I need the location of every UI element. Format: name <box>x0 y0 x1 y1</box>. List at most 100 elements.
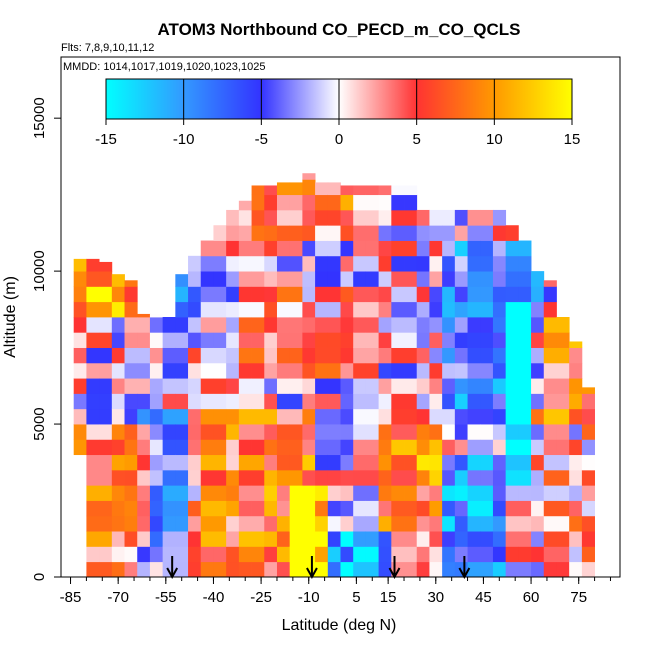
heatmap-cell <box>543 485 557 501</box>
heatmap-cell <box>429 393 443 410</box>
heatmap-cell <box>162 408 176 425</box>
heatmap-cell <box>238 408 252 425</box>
heatmap-cell <box>315 546 329 563</box>
heatmap-cell <box>73 258 87 272</box>
heatmap-cell <box>404 194 418 211</box>
heatmap-cell <box>416 531 430 547</box>
heatmap-cell <box>353 378 367 394</box>
heatmap-cell <box>162 485 176 501</box>
heatmap-cell <box>391 408 405 425</box>
heatmap-cell <box>238 424 252 440</box>
chart-subtitle-dates: MMDD: 1014,1017,1019,1020,1023,1025 <box>63 61 265 73</box>
heatmap-cell <box>556 546 570 563</box>
colorbar-tick-label: 0 <box>335 131 343 148</box>
heatmap-cell <box>86 561 100 578</box>
heatmap-cell <box>188 515 202 532</box>
heatmap-cell <box>264 485 278 501</box>
heatmap-cell <box>175 439 189 456</box>
heatmap-cell <box>302 408 316 425</box>
heatmap-cell <box>543 286 557 303</box>
heatmap-cell <box>327 362 341 379</box>
heatmap-cell <box>149 561 164 578</box>
heatmap-cell <box>276 454 291 471</box>
heatmap-cell <box>391 301 405 318</box>
heatmap-cell <box>505 469 519 486</box>
heatmap-cell <box>569 362 583 379</box>
heatmap-cell <box>264 439 278 456</box>
heatmap-cell <box>137 313 151 318</box>
heatmap-cell <box>276 301 291 318</box>
heatmap-cell <box>492 515 507 532</box>
heatmap-cell <box>429 561 443 578</box>
heatmap-cell <box>492 362 507 379</box>
y-tick-label: 15000 <box>31 97 48 139</box>
heatmap-cell <box>289 531 303 547</box>
heatmap-cell <box>467 255 481 272</box>
heatmap-cell <box>289 271 303 287</box>
heatmap-cell <box>315 515 329 532</box>
heatmap-cell <box>340 225 354 241</box>
heatmap-cell <box>213 240 227 257</box>
heatmap-cell <box>543 454 557 471</box>
heatmap-cell <box>302 454 316 471</box>
heatmap-cell <box>340 424 354 440</box>
heatmap-cell <box>264 301 278 318</box>
x-tick-label: 30 <box>427 589 444 606</box>
colorbar-tick-label: -10 <box>173 131 195 148</box>
heatmap-cell <box>200 301 214 318</box>
heatmap-cell <box>442 393 456 410</box>
heatmap-cell <box>264 225 278 241</box>
heatmap-cell <box>353 194 367 211</box>
heatmap-cell <box>480 378 494 394</box>
colorbar-tick-label: -15 <box>95 131 117 148</box>
heatmap-cell <box>442 424 456 440</box>
heatmap-cell <box>353 301 367 318</box>
heatmap-cell <box>404 347 418 364</box>
heatmap-cell <box>289 546 303 563</box>
heatmap-cell <box>340 393 354 410</box>
heatmap-cell <box>213 515 227 532</box>
heatmap-cell <box>543 439 557 456</box>
heatmap-cell <box>569 485 583 501</box>
heatmap-cell <box>429 347 443 364</box>
heatmap-cell <box>505 301 519 318</box>
heatmap-cell <box>238 439 252 456</box>
heatmap-cell <box>416 255 430 272</box>
heatmap-cell <box>200 454 214 471</box>
heatmap-cell <box>378 439 392 456</box>
heatmap-cell <box>404 485 418 501</box>
heatmap-cell <box>86 485 100 501</box>
y-tick-label: 0 <box>31 573 48 581</box>
heatmap-cell <box>327 561 341 578</box>
heatmap-cell <box>86 408 100 425</box>
heatmap-cell <box>226 209 240 226</box>
heatmap-cell <box>99 561 113 578</box>
heatmap-cell <box>556 332 570 348</box>
heatmap-cell <box>149 500 164 517</box>
heatmap-cell <box>365 347 380 364</box>
heatmap-cell <box>315 286 329 303</box>
heatmap-cell <box>226 255 240 272</box>
y-tick-label: 10000 <box>31 250 48 292</box>
heatmap-cell <box>340 485 354 501</box>
heatmap-cell <box>543 301 557 318</box>
colorbar-tick-label: 5 <box>412 131 420 148</box>
heatmap-cell <box>302 240 316 257</box>
heatmap-cell <box>226 301 240 318</box>
heatmap-cell <box>569 439 583 456</box>
heatmap-cell <box>200 347 214 364</box>
heatmap-cell <box>175 485 189 501</box>
heatmap-cell <box>264 546 278 563</box>
heatmap-cell <box>404 362 418 379</box>
heatmap-cell <box>340 439 354 456</box>
heatmap-cell <box>518 240 532 257</box>
heatmap-cell <box>289 500 303 517</box>
heatmap-cell <box>226 531 240 547</box>
colorbar-tick-label: -5 <box>255 131 268 148</box>
heatmap-cell <box>467 485 481 501</box>
heatmap-cell <box>581 515 595 532</box>
heatmap-cell <box>480 531 494 547</box>
heatmap-cell <box>149 515 164 532</box>
heatmap-cell <box>251 301 265 318</box>
heatmap-cell <box>569 515 583 532</box>
